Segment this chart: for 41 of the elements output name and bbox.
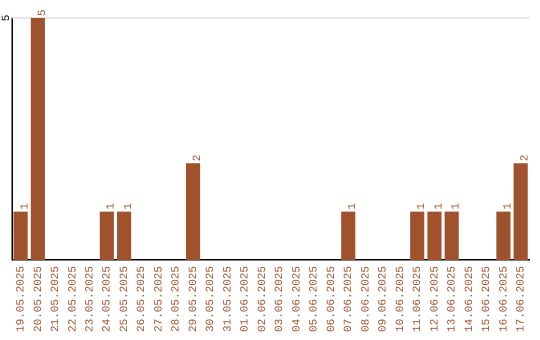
data-label: 1 — [450, 202, 463, 210]
x-tick-label: 03.06.2025 — [274, 266, 286, 332]
x-tick-label: 27.05.2025 — [153, 266, 166, 332]
x-tick-label: 21.05.2025 — [50, 266, 62, 332]
data-label: 5 — [36, 9, 49, 16]
data-label: 1 — [416, 202, 428, 210]
data-label: 1 — [433, 202, 446, 210]
x-tick-label: 31.05.2025 — [222, 266, 234, 332]
x-tick-label: 01.06.2025 — [240, 266, 252, 332]
x-tick-label: 19.05.2025 — [16, 266, 28, 332]
x-tick-label: 10.06.2025 — [394, 266, 407, 332]
data-label: 1 — [122, 202, 135, 210]
data-label: 1 — [106, 202, 118, 210]
x-tick-label: 12.06.2025 — [429, 266, 442, 332]
x-tick-label: 13.06.2025 — [446, 266, 459, 332]
x-tick-label: 22.05.2025 — [67, 266, 80, 332]
x-tick-label: 16.06.2025 — [498, 266, 510, 332]
x-tick-label: 05.06.2025 — [308, 266, 321, 332]
x-tick-label: 30.05.2025 — [205, 266, 218, 332]
x-tick-label: 14.06.2025 — [464, 266, 476, 332]
data-label: 1 — [20, 202, 32, 210]
data-label: 2 — [520, 154, 532, 162]
x-tick-label: 29.05.2025 — [188, 266, 200, 332]
x-tick-label: 06.06.2025 — [326, 266, 338, 332]
x-tick-label: 09.06.2025 — [378, 266, 390, 332]
data-label: 2 — [192, 154, 204, 162]
x-tick-label: 02.06.2025 — [256, 266, 269, 332]
x-tick-label: 07.06.2025 — [343, 266, 356, 332]
x-tick-label: 28.05.2025 — [170, 266, 183, 332]
data-label: 1 — [347, 202, 360, 210]
x-tick-label: 26.05.2025 — [136, 266, 148, 332]
x-tick-label: 23.05.2025 — [84, 266, 96, 332]
x-tick-label: 15.06.2025 — [481, 266, 494, 332]
x-tick-label: 20.05.2025 — [32, 266, 45, 332]
x-tick-label: 24.05.2025 — [102, 266, 114, 332]
x-tick-label: 08.06.2025 — [360, 266, 372, 332]
data-label: 1 — [502, 202, 514, 210]
x-tick-label: 11.06.2025 — [412, 266, 424, 332]
x-tick-label: 25.05.2025 — [118, 266, 131, 332]
x-tick-label: 04.06.2025 — [291, 266, 304, 332]
x-tick-label: 17.06.2025 — [516, 266, 528, 332]
